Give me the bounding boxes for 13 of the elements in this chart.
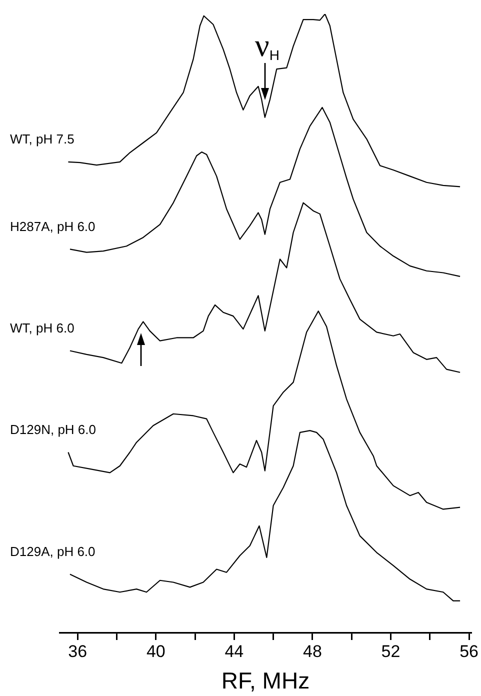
x-tick-label: 36 bbox=[68, 642, 88, 661]
series-label: D129A, pH 6.0 bbox=[10, 544, 96, 559]
x-tick-label: 52 bbox=[381, 642, 400, 661]
series-label: WT, pH 6.0 bbox=[10, 320, 74, 336]
x-tick-label: 48 bbox=[303, 642, 322, 661]
x-axis-title: RF, MHz bbox=[221, 668, 310, 694]
annotation: ν$_{H}$ bbox=[254, 27, 280, 64]
series-label: H287A, pH 6.0 bbox=[10, 218, 96, 234]
x-tick-label: 40 bbox=[146, 642, 166, 661]
x-tick-label: 56 bbox=[460, 642, 479, 661]
x-tick-label: 44 bbox=[224, 642, 244, 661]
series-label: WT, pH 7.5 bbox=[10, 132, 74, 147]
text: D129N, pH 6.0 bbox=[10, 422, 96, 437]
